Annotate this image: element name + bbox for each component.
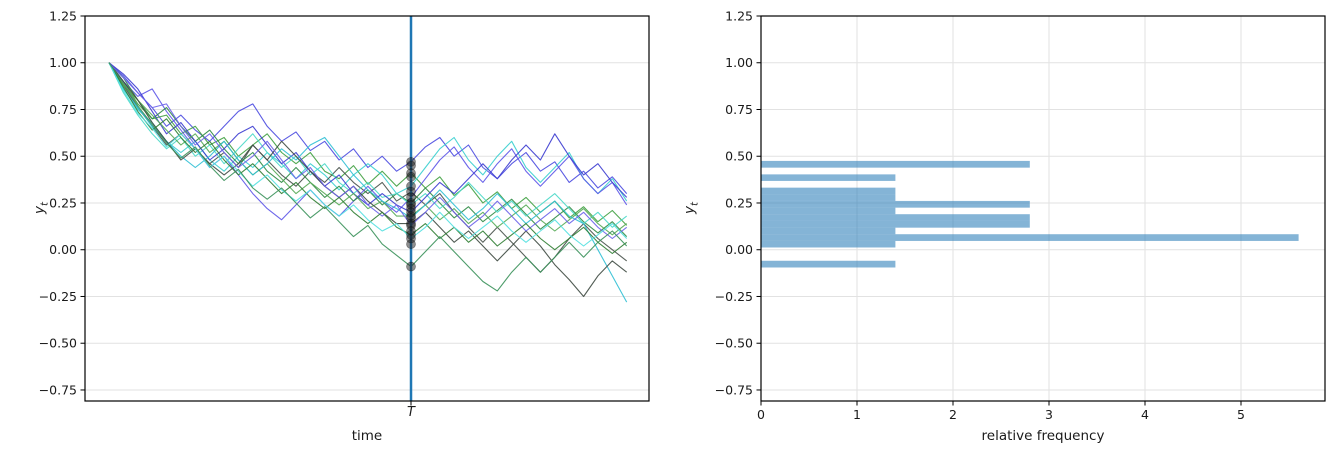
y-tick-label: 0.75 <box>49 102 77 117</box>
y-tick-label: 1.25 <box>725 8 753 23</box>
left-x-tick-label-T: T <box>407 405 415 420</box>
histogram-bar <box>761 174 896 181</box>
y-tick-label: 0.75 <box>725 102 753 117</box>
series-line <box>108 62 628 194</box>
right-y-label-main: y <box>681 205 698 214</box>
series-line <box>108 62 628 247</box>
x-tick-label: 2 <box>949 407 957 422</box>
plot-spine <box>760 15 1326 402</box>
y-tick-label: 0.25 <box>725 195 753 210</box>
y-tick-label: 1.00 <box>49 55 77 70</box>
y-tick-label: −0.75 <box>39 382 77 397</box>
x-tick-label: 1 <box>853 407 861 422</box>
x-tick-label: 0 <box>757 407 765 422</box>
x-tick-label: 5 <box>1237 407 1245 422</box>
y-tick-label: −0.25 <box>715 289 753 304</box>
y-tick-label: −0.50 <box>715 336 753 351</box>
y-tick-label: −0.50 <box>39 336 77 351</box>
series-line <box>108 62 628 228</box>
series-line <box>108 62 628 298</box>
x-tick-label: 4 <box>1141 407 1149 422</box>
histogram-bar <box>761 240 896 248</box>
scatter-point <box>406 239 416 250</box>
histogram-bar <box>761 234 1299 241</box>
y-tick-label: 1.25 <box>49 8 77 23</box>
plot-spine <box>84 15 650 402</box>
histogram-bar <box>761 220 1030 228</box>
series-line <box>108 62 628 236</box>
left-y-axis-label: yt <box>32 202 51 214</box>
left-y-label-main: y <box>31 205 48 214</box>
histogram-bar <box>761 207 896 215</box>
series-line <box>108 62 628 303</box>
histogram-bar <box>761 227 896 235</box>
y-tick-label: 0.50 <box>49 149 77 164</box>
scatter-point <box>406 261 416 272</box>
right-y-axis-label: yt <box>682 202 701 214</box>
y-tick-label: 0.00 <box>49 242 77 257</box>
y-tick-label: −0.75 <box>715 382 753 397</box>
histogram-bar <box>761 160 1030 168</box>
series-line <box>108 62 628 292</box>
right-y-label-sub: t <box>689 202 701 206</box>
y-tick-label: 0.25 <box>49 195 77 210</box>
scatter-point <box>406 171 416 182</box>
x-tick-label: 3 <box>1045 407 1053 422</box>
series-line <box>108 62 628 221</box>
y-tick-label: −0.25 <box>39 289 77 304</box>
y-tick-label: 1.00 <box>725 55 753 70</box>
series-line <box>108 62 628 240</box>
y-tick-label: 0.00 <box>725 242 753 257</box>
histogram-bar <box>761 200 1030 208</box>
left-y-label-sub: t <box>39 202 51 206</box>
histogram-bar <box>761 260 896 268</box>
histogram-bar <box>761 194 896 201</box>
histogram-bar <box>761 214 1030 221</box>
histogram-bar <box>761 187 896 195</box>
series-line <box>108 62 628 237</box>
series-line <box>108 62 628 255</box>
left-x-axis-label: time <box>351 428 383 444</box>
y-tick-label: 0.50 <box>725 149 753 164</box>
right-x-axis-label: relative frequency <box>981 428 1105 444</box>
